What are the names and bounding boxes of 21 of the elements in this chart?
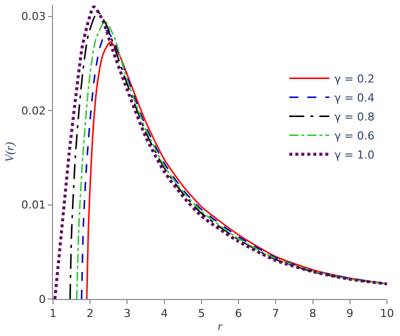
x-tick-label: 7: [272, 307, 280, 320]
y-tick-label: 0.03: [21, 10, 46, 24]
legend-label: γ = 1.0: [334, 148, 375, 162]
x-axis-title: r: [218, 319, 223, 334]
x-tick-label: 3: [124, 307, 131, 320]
x-tick-label: 8: [309, 307, 316, 320]
x-tick-label: 4: [160, 307, 168, 320]
x-tick-label: 10: [380, 307, 394, 320]
y-tick-label: 0: [38, 292, 46, 306]
y-tick-label: 0.01: [21, 198, 46, 212]
y-tick-label: 0.02: [21, 104, 46, 118]
legend-label: γ = 0.8: [334, 110, 375, 124]
y-axis-title: V(r): [2, 142, 17, 162]
x-tick-label: 9: [346, 307, 354, 320]
legend-label: γ = 0.2: [334, 72, 375, 86]
legend-label: γ = 0.6: [334, 130, 375, 143]
legend-label: γ = 0.4: [334, 92, 375, 105]
x-tick-label: 1: [50, 307, 56, 320]
x-tick-label: 6: [235, 307, 242, 320]
x-tick-label: 2: [86, 307, 94, 320]
x-tick-label: 5: [198, 307, 205, 320]
